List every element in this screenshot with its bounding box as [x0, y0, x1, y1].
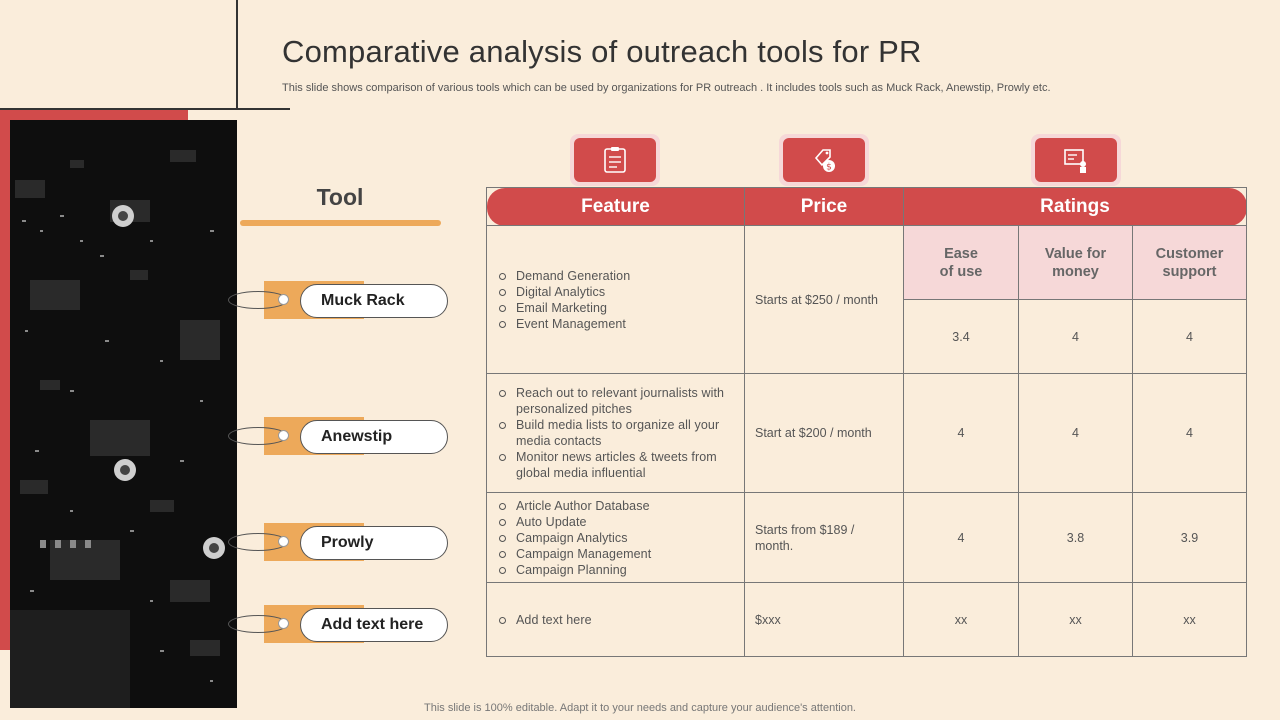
header-feature: Feature — [486, 187, 745, 226]
checklist-icon — [604, 147, 626, 173]
tool-tag-add-text: Add text here — [228, 605, 450, 645]
tool-tag-prowly: Prowly — [228, 523, 450, 563]
tool-tag-anewstip: Anewstip — [228, 417, 450, 457]
feature-cell: Demand Generation Digital Analytics Emai… — [486, 225, 745, 374]
feature-cell: Add text here — [486, 582, 745, 657]
rating-value: 4 — [1018, 373, 1133, 493]
comparison-table: Feature Price Ratings Demand Generation … — [486, 187, 1247, 657]
tool-label: Muck Rack — [300, 284, 448, 318]
price-cell: Start at $200 / month — [744, 373, 904, 493]
feature-item: Article Author Database — [497, 498, 734, 514]
feature-item: Add text here — [497, 612, 734, 628]
tool-heading-underline — [240, 220, 441, 226]
feature-cell: Article Author Database Auto Update Camp… — [486, 492, 745, 583]
price-cell: Starts at $250 / month — [744, 225, 904, 374]
tool-heading: Tool — [316, 184, 364, 210]
tag-hole — [278, 618, 289, 629]
decorative-red-strip — [12, 110, 188, 120]
tag-hole — [278, 536, 289, 547]
header-ratings: Ratings — [903, 187, 1247, 226]
feature-item: Monitor news articles & tweets from glob… — [497, 449, 734, 481]
slide-title: Comparative analysis of outreach tools f… — [282, 34, 922, 69]
rating-header-ease-of-use: Ease of use — [903, 225, 1019, 300]
feature-item: Digital Analytics — [497, 284, 734, 300]
price-icon-box: $ — [779, 134, 869, 186]
rating-header-customer-support: Customer support — [1132, 225, 1247, 300]
tag-hole — [278, 294, 289, 305]
circuit-board-image — [10, 120, 237, 708]
svg-text:$: $ — [826, 163, 832, 173]
rating-support: xx — [1132, 582, 1247, 657]
feature-item: Campaign Management — [497, 546, 734, 562]
tool-tag-muck-rack: Muck Rack — [228, 281, 450, 321]
feature-item: Build media lists to organize all your m… — [497, 417, 734, 449]
rating-support: 3.9 — [1132, 492, 1247, 583]
ratings-icon-box — [1031, 134, 1121, 186]
feature-item: Auto Update — [497, 514, 734, 530]
decorative-horizontal-line — [0, 108, 290, 110]
rating-value: 3.8 — [1018, 492, 1133, 583]
rating-ease: 4 — [903, 492, 1019, 583]
rating-header-value-for-money: Value for money — [1018, 225, 1133, 300]
rating-value: xx — [1018, 582, 1133, 657]
decorative-vertical-line — [236, 0, 238, 110]
tool-label: Anewstip — [300, 420, 448, 454]
rating-ease: xx — [903, 582, 1019, 657]
feature-icon-box — [570, 134, 660, 186]
tool-label: Add text here — [300, 608, 448, 642]
price-tag-icon: $ — [814, 149, 835, 173]
rating-support: 4 — [1132, 299, 1247, 374]
feature-item: Event Management — [497, 316, 734, 332]
rating-ease: 3.4 — [903, 299, 1019, 374]
price-cell: Starts from $189 / month. — [744, 492, 904, 583]
rating-value: 4 — [1018, 299, 1133, 374]
feature-item: Demand Generation — [497, 268, 734, 284]
decorative-red-bar — [0, 110, 12, 650]
rating-ease: 4 — [903, 373, 1019, 493]
slide-footer: This slide is 100% editable. Adapt it to… — [424, 702, 856, 714]
feature-item: Reach out to relevant journalists with p… — [497, 385, 734, 417]
price-cell: $xxx — [744, 582, 904, 657]
slide-subtitle: This slide shows comparison of various t… — [282, 82, 1051, 94]
rating-board-icon — [1064, 149, 1086, 173]
feature-item: Campaign Analytics — [497, 530, 734, 546]
tag-hole — [278, 430, 289, 441]
feature-cell: Reach out to relevant journalists with p… — [486, 373, 745, 493]
rating-support: 4 — [1132, 373, 1247, 493]
feature-item: Email Marketing — [497, 300, 734, 316]
tool-label: Prowly — [300, 526, 448, 560]
feature-item: Campaign Planning — [497, 562, 734, 578]
header-price: Price — [744, 187, 904, 226]
